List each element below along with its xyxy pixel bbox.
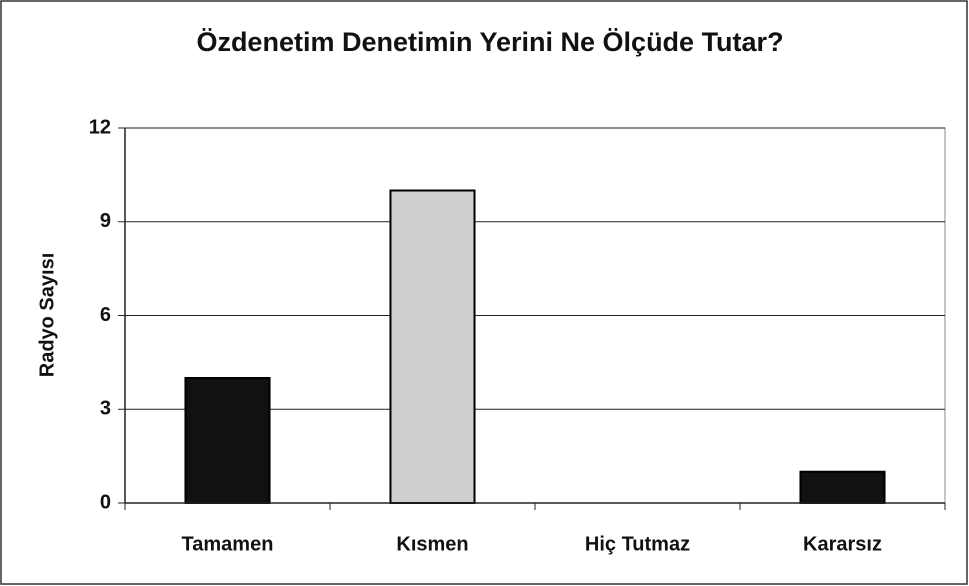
bar xyxy=(184,377,271,504)
bar xyxy=(389,189,476,504)
chart-title: Özdenetim Denetimin Yerini Ne Ölçüde Tut… xyxy=(196,27,783,57)
bar xyxy=(799,470,886,504)
y-tick-label: 9 xyxy=(100,210,111,232)
x-tick-label: Hiç Tutmaz xyxy=(585,533,690,555)
y-axis-label: Radyo Sayısı xyxy=(36,253,58,378)
y-tick-label: 6 xyxy=(100,304,111,326)
x-tick-label: Tamamen xyxy=(182,533,274,555)
y-tick-label: 3 xyxy=(100,398,111,420)
x-tick-label: Kısmen xyxy=(396,533,468,555)
x-tick-label: Kararsız xyxy=(803,533,882,555)
y-tick-label: 0 xyxy=(100,491,111,513)
y-tick-label: 12 xyxy=(89,116,111,138)
